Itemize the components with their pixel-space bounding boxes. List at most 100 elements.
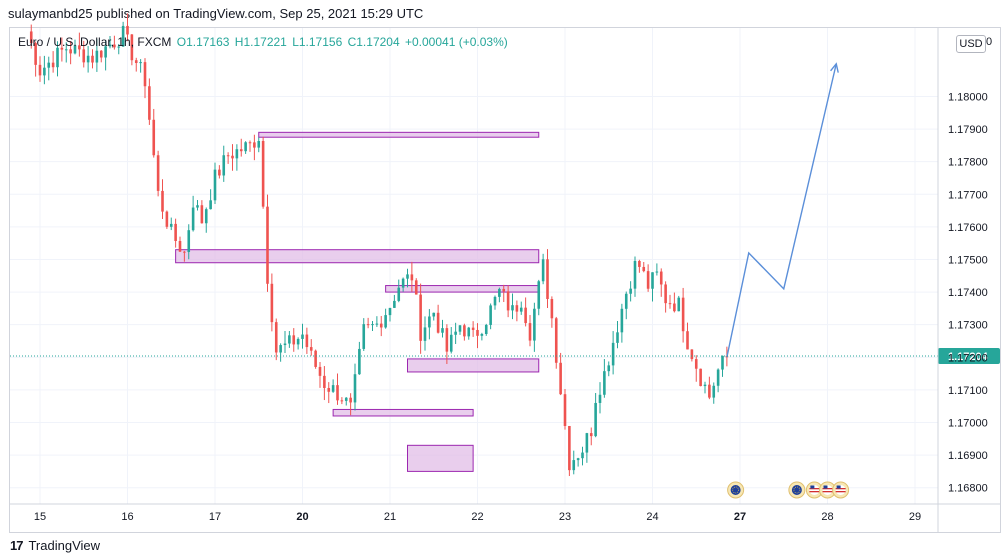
candle-body	[673, 303, 676, 312]
candle-body	[410, 274, 414, 281]
us-stripe	[822, 491, 833, 493]
currency-selector[interactable]: USD	[956, 35, 986, 53]
bull-candle	[353, 363, 357, 411]
candle-body	[449, 334, 453, 352]
x-tick-label: 16	[121, 511, 133, 523]
y-tick-label: 1.17800	[948, 157, 988, 169]
eu-flag-icon	[727, 481, 745, 499]
bear-candle	[218, 165, 221, 179]
projection-line	[726, 63, 837, 358]
bear-candle	[253, 134, 256, 161]
bull-candle	[633, 256, 637, 297]
bull-candle	[533, 302, 536, 352]
candle-body	[489, 305, 492, 325]
candle-body	[292, 335, 296, 345]
candle-body	[554, 318, 558, 363]
candle-body	[646, 271, 650, 289]
bull-candle	[222, 145, 226, 182]
y-tick-label: 1.17000	[948, 417, 988, 429]
bear-candle	[638, 259, 641, 273]
bull-candle	[428, 309, 431, 340]
bear-candle	[248, 140, 252, 152]
candle-body	[47, 62, 51, 68]
candle-body	[419, 294, 422, 341]
bull-candle	[244, 141, 247, 154]
bull-candle	[616, 321, 619, 349]
bear-candle	[686, 322, 689, 350]
candle-body	[327, 387, 331, 392]
candle-body	[524, 307, 527, 324]
candle-body	[82, 49, 86, 63]
y-tick-label: 1.16800	[948, 483, 988, 495]
candle-body	[664, 284, 667, 304]
candle-body	[498, 288, 501, 297]
candle-body	[288, 335, 291, 344]
legend-high: H1.17221	[234, 35, 287, 49]
bull-candle	[467, 326, 471, 340]
bear-candle	[134, 57, 138, 72]
candle-body	[305, 334, 309, 348]
current-price-tag	[938, 347, 1000, 364]
us-flag-icon	[832, 481, 850, 499]
bull-candle	[169, 217, 173, 231]
bear-candle	[554, 316, 558, 369]
candle-body	[476, 329, 479, 336]
bull-candle	[375, 316, 379, 327]
bull-candle	[283, 331, 287, 353]
bear-candle	[366, 317, 370, 329]
bear-candle	[410, 261, 414, 292]
bull-candle	[209, 189, 212, 210]
bear-candle	[546, 249, 549, 309]
chart-frame[interactable]	[9, 27, 1001, 533]
bull-candle	[441, 319, 444, 338]
us-flag-icon	[805, 481, 823, 499]
candle-body	[681, 297, 685, 332]
candle-body	[239, 149, 243, 152]
bull-candle	[117, 43, 121, 55]
candle-body	[266, 206, 269, 284]
candle-body	[51, 62, 55, 68]
us-stripe	[835, 491, 846, 493]
candle-body	[379, 323, 383, 328]
legend-symbol: Euro / U.S. Dollar, 1h, FXCM	[18, 35, 172, 49]
price-zone	[407, 444, 474, 472]
bull-candle	[489, 303, 492, 330]
candle-body	[309, 347, 313, 351]
candle-body	[445, 328, 449, 352]
bull-candle	[598, 382, 602, 414]
candle-body	[581, 452, 584, 459]
bull-candle	[624, 291, 628, 320]
bull-candle	[677, 295, 681, 312]
tradingview-footer[interactable]: 17 TradingView	[10, 537, 100, 553]
candle-body	[651, 272, 654, 289]
bear-candle	[506, 285, 510, 318]
candle-body	[375, 323, 379, 325]
bear-candle	[82, 40, 86, 68]
candle-body	[511, 305, 514, 311]
candle-body	[108, 44, 112, 47]
y-tick-label: 1.17900	[948, 124, 988, 136]
y-tick-label: 1.17100	[948, 385, 988, 397]
candle-body	[209, 200, 212, 210]
bear-candle	[231, 144, 234, 171]
bear-candle	[659, 268, 663, 297]
y-tick-label: 1.17400	[948, 287, 988, 299]
current-price-line: 1.17204	[10, 347, 1000, 364]
axes: 1.18000 1.17900 1.17800 1.17700 1.17600 1.175…	[10, 28, 1000, 533]
bull-candle	[712, 382, 716, 404]
bear-candle	[445, 324, 449, 364]
current-price-tag-label: 1.17204	[948, 351, 989, 363]
bear-candle	[266, 194, 269, 292]
bear-candle	[200, 200, 204, 224]
bull-candle	[64, 42, 68, 63]
tradingview-logo-text: TradingView	[28, 537, 101, 553]
eu-stars	[793, 486, 801, 494]
candle-body	[716, 369, 720, 386]
candle-body	[117, 46, 121, 48]
candle-body	[484, 324, 488, 334]
bear-candle	[270, 273, 274, 332]
bull-candle	[406, 268, 409, 288]
economic-events	[727, 481, 850, 499]
bear-candle	[349, 393, 352, 416]
